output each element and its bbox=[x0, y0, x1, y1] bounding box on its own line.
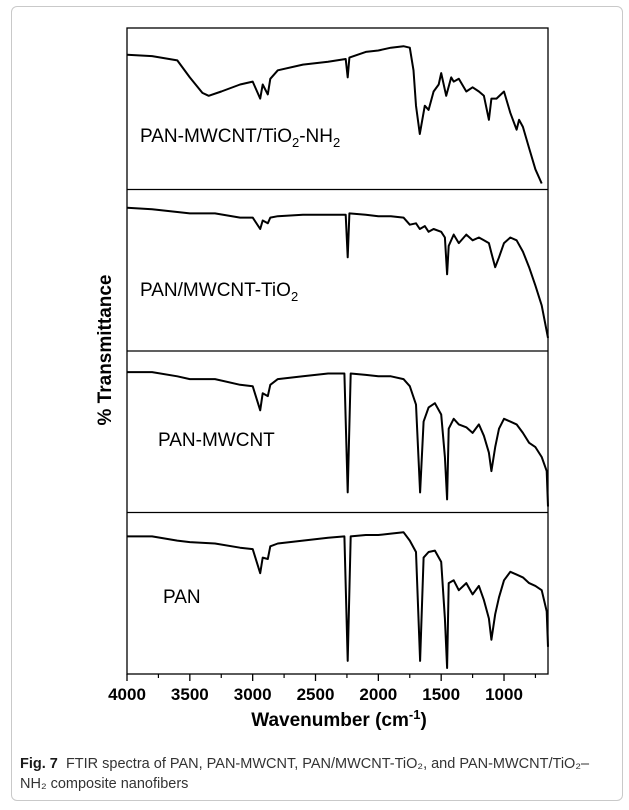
x-tick-label: 2500 bbox=[297, 685, 335, 704]
x-tick-label: 1000 bbox=[485, 685, 523, 704]
x-axis-ticks: 4000 3500 3000 2500 2000 1500 1000 bbox=[108, 674, 537, 704]
series-layer bbox=[126, 45, 549, 669]
series-line-4 bbox=[127, 531, 549, 669]
series-line-2 bbox=[126, 206, 549, 339]
x-axis-title: Wavenumber (cm-1) bbox=[251, 707, 427, 731]
panel-label-pan-mwcnt-tio2-nh2: PAN-MWCNT/TiO2-NH2 bbox=[140, 126, 340, 150]
series-line-3 bbox=[127, 371, 549, 507]
series-line-1 bbox=[126, 45, 543, 184]
panel-label-pan-mwcnt-tio2: PAN/MWCNT-TiO2 bbox=[140, 280, 298, 304]
x-tick-label: 4000 bbox=[108, 685, 146, 704]
x-tick-label: 2000 bbox=[359, 685, 397, 704]
y-axis-title: % Transmittance bbox=[95, 275, 116, 426]
panel-label-pan: PAN bbox=[163, 587, 201, 608]
ftir-chart: 4000 3500 3000 2500 2000 1500 1000 PAN-MWCNT/T… bbox=[95, 27, 549, 731]
x-tick-label: 3500 bbox=[171, 685, 209, 704]
figure-frame bbox=[11, 6, 623, 801]
caption-text: FTIR spectra of PAN, PAN-MWCNT, PAN/MWCN… bbox=[20, 756, 590, 792]
x-tick-label: 1500 bbox=[422, 685, 460, 704]
figure-caption: Fig. 7 FTIR spectra of PAN, PAN-MWCNT, P… bbox=[20, 754, 610, 794]
x-tick-label: 3000 bbox=[234, 685, 272, 704]
caption-figure-label: Fig. 7 bbox=[20, 756, 58, 772]
panel-label-pan-mwcnt: PAN-MWCNT bbox=[158, 430, 275, 451]
